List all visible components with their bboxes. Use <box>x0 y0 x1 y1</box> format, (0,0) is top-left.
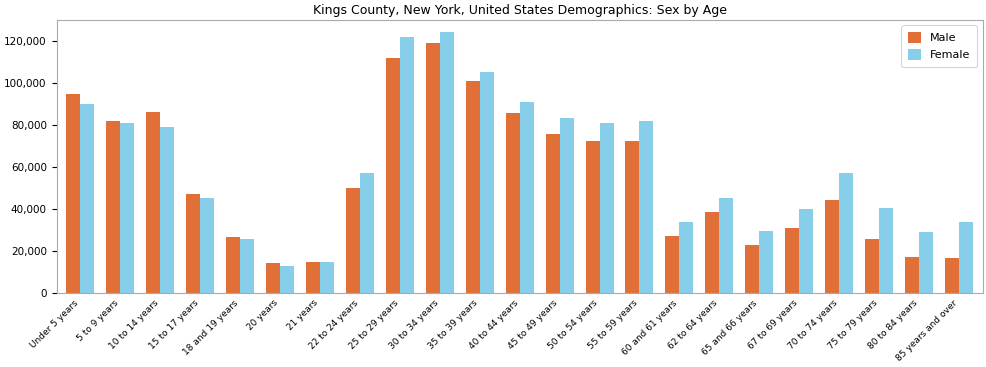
Bar <box>838 174 852 294</box>
Bar <box>120 123 134 294</box>
Bar <box>744 245 758 294</box>
Bar <box>346 188 360 294</box>
Bar <box>186 195 200 294</box>
Bar <box>465 81 479 294</box>
Bar <box>106 121 120 294</box>
Bar <box>81 104 95 294</box>
Bar <box>146 112 160 294</box>
Bar <box>719 198 733 294</box>
Bar <box>585 141 599 294</box>
Bar <box>479 72 493 294</box>
Bar <box>160 127 175 294</box>
Bar <box>639 121 653 294</box>
Bar <box>705 212 719 294</box>
Bar <box>319 262 333 294</box>
Bar <box>559 118 573 294</box>
Bar <box>758 231 772 294</box>
Bar <box>799 209 812 294</box>
Bar <box>958 222 972 294</box>
Bar <box>200 198 214 294</box>
Bar <box>440 32 454 294</box>
Bar <box>306 262 319 294</box>
Bar <box>226 237 240 294</box>
Bar <box>678 222 692 294</box>
Bar <box>944 258 958 294</box>
Bar <box>399 37 413 294</box>
Legend: Male, Female: Male, Female <box>900 25 976 67</box>
Bar <box>240 239 254 294</box>
Title: Kings County, New York, United States Demographics: Sex by Age: Kings County, New York, United States De… <box>313 4 726 17</box>
Bar <box>386 58 399 294</box>
Bar <box>280 266 294 294</box>
Bar <box>266 263 280 294</box>
Bar <box>625 141 639 294</box>
Bar <box>425 43 440 294</box>
Bar <box>66 94 81 294</box>
Bar <box>505 113 520 294</box>
Bar <box>520 102 533 294</box>
Bar <box>665 236 678 294</box>
Bar <box>879 208 892 294</box>
Bar <box>360 174 374 294</box>
Bar <box>864 239 879 294</box>
Bar <box>824 200 838 294</box>
Bar <box>599 123 613 294</box>
Bar <box>918 232 932 294</box>
Bar <box>785 228 799 294</box>
Bar <box>545 134 559 294</box>
Bar <box>904 257 918 294</box>
